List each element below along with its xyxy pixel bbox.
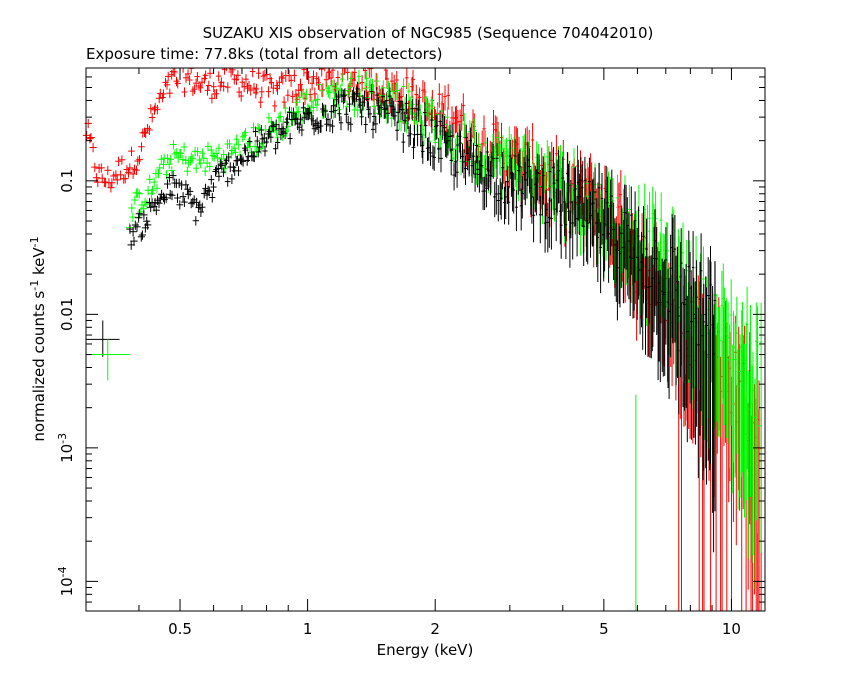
y-axis-label-unit: keV [30,247,48,275]
chart-title: SUZAKU XIS observation of NGC985 (Sequen… [203,24,654,42]
y-tick-label: 0.1 [58,169,76,193]
chart-subtitle: Exposure time: 77.8ks (total from all de… [86,45,442,63]
legend-marker-0 [86,320,120,357]
x-tick-label: 0.5 [168,620,192,638]
legend-marker-1 [86,339,130,381]
y-axis-label-exp1: -1 [28,280,41,291]
plot-frame [85,67,766,612]
series-1 [125,69,763,611]
y-tick-label: 10-4 [56,566,77,596]
x-tick-label: 5 [599,620,609,638]
x-tick-label: 2 [430,620,440,638]
series-2 [126,81,717,553]
x-tick-label: 1 [303,620,313,638]
x-axis-label: Energy (keV) [377,641,474,659]
y-axis-label-exp2: -1 [28,236,41,247]
y-axis-label-base: normalized counts s [30,291,48,442]
data-series [82,67,763,611]
x-axis: 0.5 1 2 5 10 [85,68,741,638]
y-tick-label: 10-3 [56,433,77,463]
y-axis-label: normalized counts s-1 keV-1 [28,236,49,441]
y-tick-label: 0.01 [58,298,76,331]
y-axis: 0.1 0.01 10-3 10-4 [56,76,765,612]
x-tick-label: 10 [722,620,741,638]
